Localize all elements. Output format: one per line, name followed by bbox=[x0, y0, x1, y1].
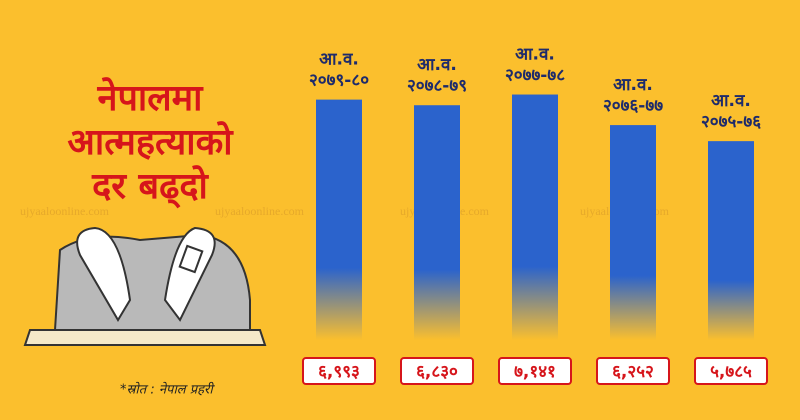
title-line: नेपालमा bbox=[96, 77, 204, 119]
category-label: २०७७-७८ bbox=[505, 66, 565, 86]
category-label: २०७६-७७ bbox=[603, 96, 663, 116]
value-label: ६,९९३ bbox=[318, 362, 360, 382]
category-label: २०७८-७९ bbox=[407, 76, 467, 96]
bar bbox=[316, 99, 362, 340]
watermark: ujyaaloonline.com bbox=[20, 204, 110, 218]
value-label-box bbox=[596, 357, 670, 385]
bar bbox=[610, 125, 656, 341]
value-label: ७,१४१ bbox=[514, 362, 556, 382]
bar bbox=[414, 105, 460, 340]
source: *स्रोत : नेपाल प्रहरी bbox=[120, 382, 215, 398]
value-label: ६,२५२ bbox=[612, 362, 654, 382]
category-label: आ.व. bbox=[515, 45, 555, 65]
bar bbox=[512, 94, 558, 340]
category-label: आ.व. bbox=[613, 75, 653, 95]
category-label: २०७५-७६ bbox=[701, 112, 761, 132]
category-label: २०७९-८० bbox=[309, 71, 369, 91]
value-label-box bbox=[498, 357, 572, 385]
value-label-box bbox=[400, 357, 474, 385]
value-label: ६,८३० bbox=[416, 362, 458, 382]
title: नेपालमाआत्महत्याकोदर बढ्दो bbox=[67, 77, 234, 208]
title-line: आत्महत्याको bbox=[67, 121, 234, 163]
category-label: आ.व. bbox=[417, 55, 457, 75]
title-line: दर बढ्दो bbox=[91, 165, 209, 208]
value-label-box bbox=[694, 357, 768, 385]
illustration bbox=[23, 226, 267, 346]
category-label: आ.व. bbox=[319, 50, 359, 70]
bar bbox=[708, 141, 754, 340]
value-label-box bbox=[302, 357, 376, 385]
value-label: ५,७८५ bbox=[710, 362, 752, 382]
watermark: ujyaaloonline.com bbox=[215, 204, 305, 218]
category-label: आ.व. bbox=[711, 91, 751, 111]
